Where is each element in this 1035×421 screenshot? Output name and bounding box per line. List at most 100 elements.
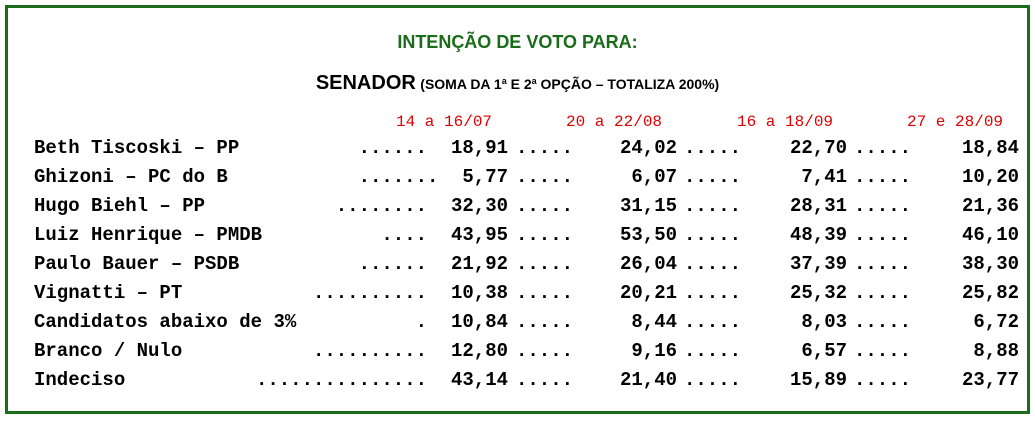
vote-percentage: 24,02 — [619, 137, 677, 159]
vote-percentage: 6,57 — [801, 340, 847, 362]
note-mid: E 2 — [506, 76, 532, 92]
candidate-cell: Vignatti – PT — [34, 279, 182, 308]
table-row: Beth Tiscoski – PP...... 18,91..... 24,02.… — [34, 134, 1019, 163]
vote-percentage: 5,77 — [462, 166, 508, 188]
table-row: Paulo Bauer – PSDB...... 21,92..... 26,04.… — [34, 250, 1019, 279]
separator-dots: ..... — [684, 137, 742, 159]
vote-percentage: 8,44 — [631, 311, 677, 333]
vote-percentage: 22,70 — [789, 137, 847, 159]
separator-dots: ..... — [684, 311, 742, 333]
note-suffix: OPÇÃO – TOTALIZA 200%) — [536, 76, 720, 92]
leader-dots: .... — [381, 224, 427, 246]
leader-dots: ...... — [358, 137, 427, 159]
vote-percentage: 53,50 — [619, 224, 677, 246]
poll-frame: INTENÇÃO DE VOTO PARA: SENADOR (SOMA DA … — [5, 5, 1030, 414]
separator-dots: ..... — [684, 166, 742, 188]
period-header: 27 e 28/09 — [907, 113, 1004, 131]
table-row: Candidatos abaixo de 3%. 10,84..... 8,44..… — [34, 308, 1019, 337]
period-header: 16 a 18/09 — [737, 113, 834, 131]
separator-dots: ..... — [854, 195, 912, 217]
separator-dots: ..... — [684, 340, 742, 362]
vote-percentage: 28,31 — [789, 195, 847, 217]
vote-percentage: 7,41 — [801, 166, 847, 188]
vote-percentage: 9,16 — [631, 340, 677, 362]
vote-percentage: 25,32 — [789, 282, 847, 304]
separator-dots: ..... — [854, 369, 912, 391]
separator-dots: ..... — [516, 166, 574, 188]
candidate-name: Vignatti – PT — [34, 282, 183, 304]
vote-percentage: 21,40 — [619, 369, 677, 391]
table-row: Ghizoni – PC do B....... 5,77..... 6,07...… — [34, 163, 1019, 192]
table-row: Luiz Henrique – PMDB.... 43,95..... 53,50.… — [34, 221, 1019, 250]
vote-percentage: 20,21 — [619, 282, 677, 304]
separator-dots: ..... — [516, 311, 574, 333]
separator-dots: ..... — [516, 137, 574, 159]
leader-dots: . — [415, 311, 427, 333]
vote-percentage: 8,88 — [973, 340, 1019, 362]
candidate-name: Ghizoni – PC do B — [34, 166, 228, 188]
vote-percentage: 46,10 — [961, 224, 1019, 246]
period-header: 20 a 22/08 — [566, 113, 663, 131]
vote-percentage: 25,82 — [961, 282, 1019, 304]
vote-percentage: 23,77 — [961, 369, 1019, 391]
note-sup-1: a — [501, 76, 507, 86]
vote-percentage: 21,36 — [961, 195, 1019, 217]
candidate-cell: Hugo Biehl – PP — [34, 192, 205, 221]
table-row: Indeciso............... 43,14..... 21,40..… — [34, 366, 1019, 395]
candidate-cell: Indeciso — [34, 366, 125, 395]
candidate-name: Luiz Henrique – PMDB — [34, 224, 263, 246]
vote-percentage: 37,39 — [789, 253, 847, 275]
separator-dots: ..... — [684, 195, 742, 217]
separator-dots: ..... — [684, 253, 742, 275]
office-label: SENADOR — [315, 72, 416, 94]
poll-title: INTENÇÃO DE VOTO PARA: — [397, 32, 638, 52]
candidate-name: Branco / Nulo — [34, 340, 183, 362]
separator-dots: ..... — [854, 137, 912, 159]
separator-dots: ..... — [684, 369, 742, 391]
candidate-name: Hugo Biehl – PP — [34, 195, 206, 217]
candidate-name: Candidatos abaixo de 3% — [34, 311, 297, 333]
candidate-name: Beth Tiscoski – PP — [34, 137, 240, 159]
separator-dots: ..... — [516, 282, 574, 304]
leader-dots: .......... — [312, 340, 427, 362]
candidate-name: Paulo Bauer – PSDB — [34, 253, 240, 275]
vote-percentage: 10,38 — [450, 282, 508, 304]
period-header: 14 a 16/07 — [396, 113, 493, 131]
leader-dots: ....... — [358, 166, 439, 188]
vote-percentage: 18,91 — [450, 137, 508, 159]
separator-dots: ..... — [854, 224, 912, 246]
candidate-cell: Branco / Nulo — [34, 337, 182, 366]
separator-dots: ..... — [854, 311, 912, 333]
vote-percentage: 6,72 — [973, 311, 1019, 333]
separator-dots: ..... — [854, 340, 912, 362]
leader-dots: ............... — [255, 369, 427, 391]
separator-dots: ..... — [854, 253, 912, 275]
vote-percentage: 6,07 — [631, 166, 677, 188]
candidate-name: Indeciso — [34, 369, 126, 391]
separator-dots: ..... — [516, 253, 574, 275]
leader-dots: .......... — [312, 282, 427, 304]
vote-percentage: 8,03 — [801, 311, 847, 333]
vote-percentage: 32,30 — [450, 195, 508, 217]
separator-dots: ..... — [854, 282, 912, 304]
table-row: Hugo Biehl – PP........ 32,30..... 31,15..… — [34, 192, 1019, 221]
vote-percentage: 15,89 — [789, 369, 847, 391]
vote-percentage: 43,14 — [450, 369, 508, 391]
table-row: Branco / Nulo.......... 12,80..... 9,16...… — [34, 337, 1019, 366]
candidate-cell: Luiz Henrique – PMDB — [34, 221, 262, 250]
poll-subtitle: SENADOR (SOMA DA 1a E 2a OPÇÃO – TOTALIZ… — [8, 72, 1027, 95]
vote-percentage: 10,20 — [961, 166, 1019, 188]
period-header-row: 14 a 16/07 20 a 22/08 16 a 18/09 27 e 28… — [34, 110, 1003, 134]
vote-percentage: 43,95 — [450, 224, 508, 246]
note-sup-2: a — [531, 76, 537, 86]
separator-dots: ..... — [516, 369, 574, 391]
vote-percentage: 31,15 — [619, 195, 677, 217]
poll-table: 14 a 16/07 20 a 22/08 16 a 18/09 27 e 28… — [34, 110, 1019, 395]
vote-percentage: 10,84 — [450, 311, 508, 333]
candidate-cell: Candidatos abaixo de 3% — [34, 308, 296, 337]
candidate-cell: Beth Tiscoski – PP — [34, 134, 239, 163]
candidate-cell: Ghizoni – PC do B — [34, 163, 228, 192]
separator-dots: ..... — [854, 166, 912, 188]
vote-percentage: 12,80 — [450, 340, 508, 362]
separator-dots: ..... — [684, 282, 742, 304]
